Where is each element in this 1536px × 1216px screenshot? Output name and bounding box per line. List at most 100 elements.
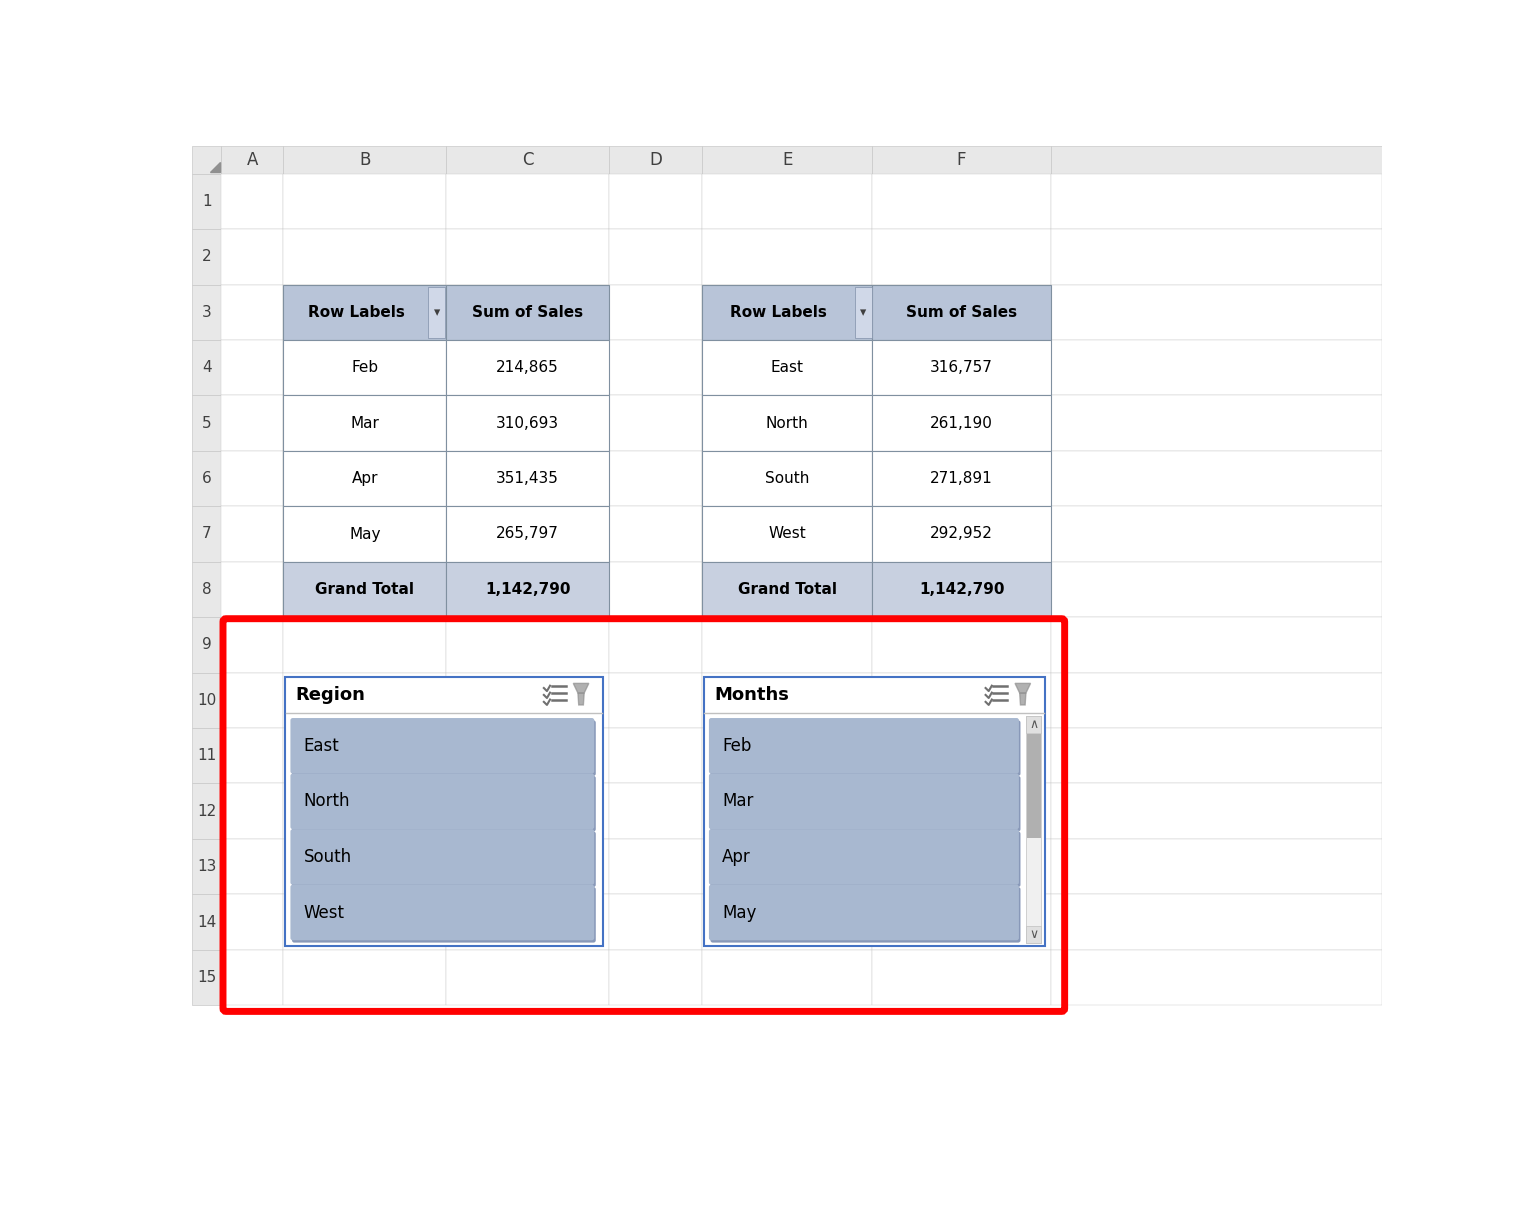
FancyBboxPatch shape bbox=[445, 340, 608, 395]
Text: Grand Total: Grand Total bbox=[315, 582, 415, 597]
FancyBboxPatch shape bbox=[192, 395, 221, 451]
FancyBboxPatch shape bbox=[702, 894, 872, 950]
Text: 8: 8 bbox=[201, 582, 212, 597]
FancyBboxPatch shape bbox=[872, 340, 1051, 395]
Text: North: North bbox=[304, 793, 350, 810]
FancyBboxPatch shape bbox=[192, 174, 221, 229]
FancyBboxPatch shape bbox=[284, 395, 445, 451]
Text: 316,757: 316,757 bbox=[931, 360, 992, 376]
Text: 2: 2 bbox=[201, 249, 212, 264]
FancyBboxPatch shape bbox=[872, 285, 1051, 340]
Text: F: F bbox=[957, 151, 966, 169]
Polygon shape bbox=[573, 683, 588, 693]
FancyBboxPatch shape bbox=[284, 395, 445, 451]
FancyBboxPatch shape bbox=[221, 562, 284, 618]
FancyBboxPatch shape bbox=[284, 672, 445, 728]
FancyBboxPatch shape bbox=[284, 146, 445, 174]
FancyBboxPatch shape bbox=[608, 285, 702, 340]
FancyBboxPatch shape bbox=[1051, 174, 1382, 229]
FancyBboxPatch shape bbox=[1051, 285, 1382, 340]
FancyBboxPatch shape bbox=[445, 783, 608, 839]
FancyBboxPatch shape bbox=[192, 285, 221, 340]
FancyBboxPatch shape bbox=[702, 728, 872, 783]
FancyBboxPatch shape bbox=[290, 829, 594, 885]
FancyBboxPatch shape bbox=[221, 229, 284, 285]
FancyBboxPatch shape bbox=[284, 728, 445, 783]
Text: 3: 3 bbox=[201, 305, 212, 320]
FancyBboxPatch shape bbox=[284, 174, 445, 229]
Text: 1,142,790: 1,142,790 bbox=[485, 582, 570, 597]
FancyBboxPatch shape bbox=[702, 562, 872, 618]
FancyBboxPatch shape bbox=[221, 395, 284, 451]
Text: 214,865: 214,865 bbox=[496, 360, 559, 376]
FancyBboxPatch shape bbox=[1051, 728, 1382, 783]
FancyBboxPatch shape bbox=[1051, 672, 1382, 728]
FancyBboxPatch shape bbox=[221, 146, 284, 174]
Text: B: B bbox=[359, 151, 370, 169]
FancyBboxPatch shape bbox=[445, 894, 608, 950]
FancyBboxPatch shape bbox=[608, 146, 702, 174]
FancyBboxPatch shape bbox=[1051, 229, 1382, 285]
FancyBboxPatch shape bbox=[284, 562, 445, 618]
Text: 6: 6 bbox=[201, 471, 212, 486]
FancyBboxPatch shape bbox=[872, 618, 1051, 672]
Text: May: May bbox=[349, 527, 381, 541]
Text: D: D bbox=[650, 151, 662, 169]
FancyBboxPatch shape bbox=[702, 506, 872, 562]
FancyBboxPatch shape bbox=[702, 285, 872, 340]
FancyBboxPatch shape bbox=[292, 886, 596, 942]
Text: ▾: ▾ bbox=[860, 305, 866, 319]
FancyBboxPatch shape bbox=[702, 174, 872, 229]
FancyBboxPatch shape bbox=[1051, 562, 1382, 618]
FancyBboxPatch shape bbox=[284, 618, 445, 672]
FancyBboxPatch shape bbox=[445, 451, 608, 506]
FancyBboxPatch shape bbox=[608, 229, 702, 285]
FancyBboxPatch shape bbox=[286, 677, 602, 946]
FancyBboxPatch shape bbox=[284, 285, 445, 340]
FancyBboxPatch shape bbox=[445, 618, 608, 672]
Text: South: South bbox=[304, 848, 352, 866]
FancyBboxPatch shape bbox=[445, 174, 608, 229]
Polygon shape bbox=[210, 162, 220, 171]
FancyBboxPatch shape bbox=[702, 340, 872, 395]
FancyBboxPatch shape bbox=[872, 562, 1051, 618]
FancyBboxPatch shape bbox=[284, 451, 445, 506]
FancyBboxPatch shape bbox=[221, 506, 284, 562]
FancyBboxPatch shape bbox=[872, 950, 1051, 1006]
Text: West: West bbox=[304, 903, 344, 922]
FancyBboxPatch shape bbox=[872, 562, 1051, 618]
FancyBboxPatch shape bbox=[872, 451, 1051, 506]
Text: 1: 1 bbox=[201, 193, 212, 209]
FancyBboxPatch shape bbox=[192, 839, 221, 894]
FancyBboxPatch shape bbox=[710, 717, 1018, 773]
Text: Row Labels: Row Labels bbox=[309, 305, 406, 320]
FancyBboxPatch shape bbox=[290, 773, 594, 829]
FancyBboxPatch shape bbox=[872, 229, 1051, 285]
FancyBboxPatch shape bbox=[608, 672, 702, 728]
FancyBboxPatch shape bbox=[429, 287, 445, 338]
Text: 1,142,790: 1,142,790 bbox=[919, 582, 1005, 597]
FancyBboxPatch shape bbox=[445, 950, 608, 1006]
Text: East: East bbox=[771, 360, 803, 376]
Polygon shape bbox=[1015, 683, 1031, 693]
FancyBboxPatch shape bbox=[1051, 395, 1382, 451]
FancyBboxPatch shape bbox=[192, 894, 221, 950]
FancyBboxPatch shape bbox=[292, 832, 596, 886]
FancyBboxPatch shape bbox=[872, 728, 1051, 783]
FancyBboxPatch shape bbox=[1051, 340, 1382, 395]
FancyBboxPatch shape bbox=[221, 618, 284, 672]
FancyBboxPatch shape bbox=[192, 229, 221, 285]
Text: Feb: Feb bbox=[722, 737, 751, 755]
FancyBboxPatch shape bbox=[445, 340, 608, 395]
FancyBboxPatch shape bbox=[445, 672, 608, 728]
Text: North: North bbox=[766, 416, 808, 430]
FancyBboxPatch shape bbox=[702, 451, 872, 506]
FancyBboxPatch shape bbox=[1051, 783, 1382, 839]
FancyBboxPatch shape bbox=[221, 783, 284, 839]
FancyBboxPatch shape bbox=[192, 783, 221, 839]
FancyBboxPatch shape bbox=[608, 894, 702, 950]
FancyBboxPatch shape bbox=[1026, 716, 1041, 942]
FancyBboxPatch shape bbox=[1026, 734, 1040, 838]
FancyBboxPatch shape bbox=[702, 340, 872, 395]
Text: 271,891: 271,891 bbox=[931, 471, 992, 486]
